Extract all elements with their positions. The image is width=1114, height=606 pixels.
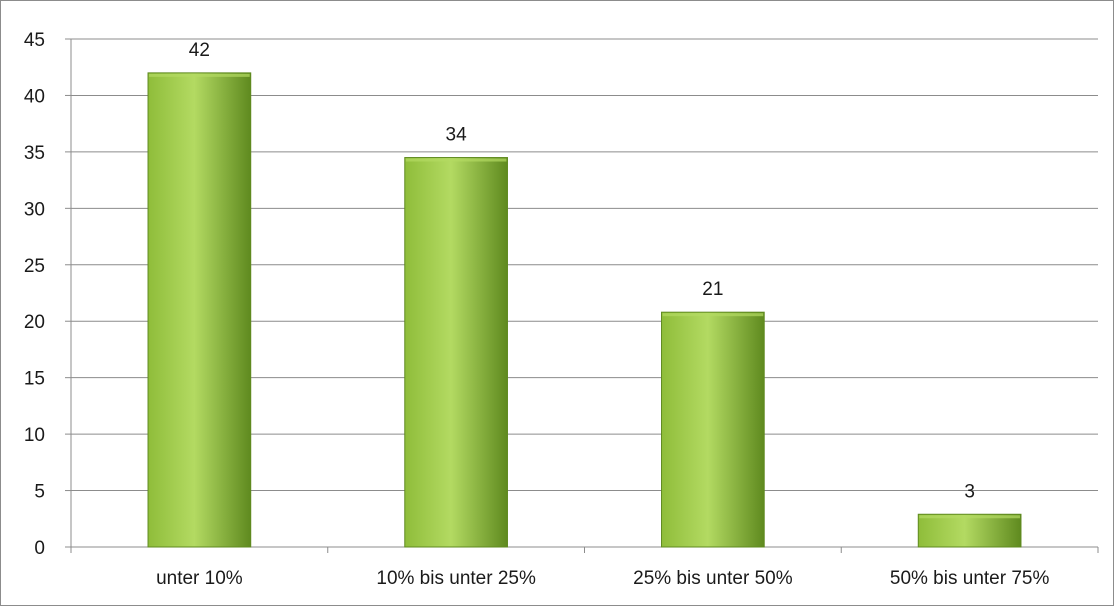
data-labels: 42 34 21 3 [189, 40, 975, 502]
category-label-1: 10% bis unter 25% [376, 568, 536, 589]
category-label-0: unter 10% [156, 568, 243, 589]
data-label-0: 42 [189, 40, 210, 61]
y-tick-label: 45 [24, 30, 45, 51]
y-tick-label: 0 [34, 538, 45, 559]
bars [148, 73, 1021, 547]
bar-3 [918, 514, 1021, 547]
bar-1 [405, 158, 508, 547]
bar-highlight [149, 74, 250, 77]
bar-0 [148, 73, 251, 547]
y-tick-label: 20 [24, 312, 45, 333]
bar-highlight [406, 159, 507, 162]
y-tick-label: 15 [24, 369, 45, 390]
category-label-3: 50% bis unter 75% [890, 568, 1050, 589]
y-tick-label: 35 [24, 143, 45, 164]
y-tick-label: 25 [24, 256, 45, 277]
bar-2 [662, 312, 765, 547]
y-tick-label: 10 [24, 425, 45, 446]
bar-highlight [919, 515, 1020, 518]
category-label-2: 25% bis unter 50% [633, 568, 793, 589]
y-tick-label: 30 [24, 199, 45, 220]
data-label-1: 34 [446, 125, 468, 146]
x-category-labels: unter 10% 10% bis unter 25% 25% bis unter … [156, 568, 1049, 589]
data-label-2: 21 [702, 279, 723, 300]
data-label-3: 3 [964, 481, 975, 502]
y-tick-label: 40 [24, 86, 45, 107]
y-tick-labels: 0 5 10 15 20 25 30 35 40 45 [24, 30, 45, 559]
y-tick-label: 5 [34, 482, 45, 503]
bar-highlight [663, 313, 764, 316]
